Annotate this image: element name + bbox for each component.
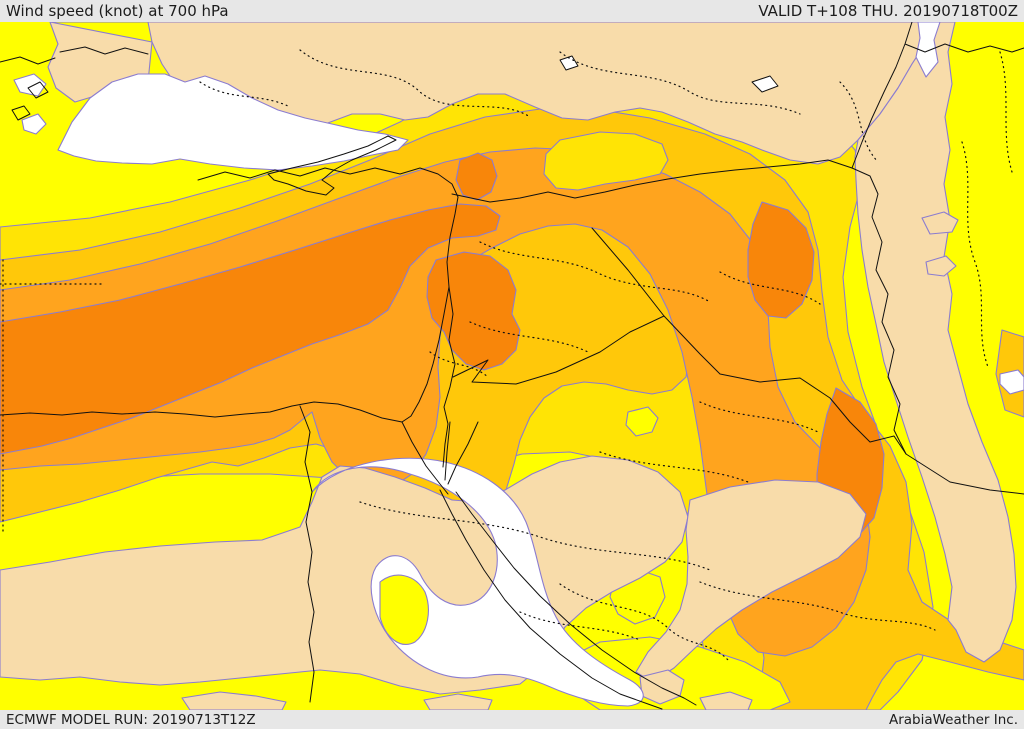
band-dark-orange-iraq-upper-blob [747, 201, 815, 319]
border-turkey-caucasus [851, 22, 1024, 169]
cream-blob-iraq-2 [925, 255, 957, 277]
dotted-iraq-1 [719, 271, 821, 305]
dotted-turkey-3 [199, 81, 291, 108]
cream-blob-bottom-2 [423, 693, 493, 710]
dotted-turkey-2 [559, 51, 801, 115]
dotted-syria-desert-1 [479, 241, 711, 303]
calm-white-aegean-1 [13, 73, 47, 97]
dotted-saudi-3 [699, 581, 936, 631]
pocket-yellow-gold-se-turkey [543, 131, 669, 191]
header-bar: Wind speed (knot) at 700 hPa VALID T+108… [0, 0, 1024, 22]
dotted-turkey-1 [299, 49, 531, 118]
coast-gulf-of-suez [401, 421, 449, 495]
cream-blob-iraq-1 [921, 211, 959, 235]
band-dark-orange-jet-core [0, 203, 501, 455]
coast-levant-egypt [0, 167, 459, 423]
island-1 [27, 81, 49, 99]
footer-bar: ECMWF MODEL RUN: 20190713T12Z ArabiaWeat… [0, 710, 1024, 729]
border-syria-iraq-saudi [591, 227, 907, 455]
model-run-label: ECMWF MODEL RUN: 20190713T12Z [6, 711, 256, 728]
coast-gulf-of-aqaba [447, 421, 479, 485]
border-turkey-syria-iran [451, 159, 1024, 495]
border-jordan-saudi-zigzag [452, 315, 665, 385]
island-cyprus [267, 135, 397, 196]
band-dark-orange-levant-blob [426, 251, 521, 371]
coast-red-sea-east [455, 491, 697, 706]
contour-fill-bands [0, 22, 1024, 710]
dotted-iran-1 [961, 141, 989, 368]
calm-white-aegean-2 [21, 113, 47, 135]
band-cream-north-saudi-lobe [635, 479, 867, 683]
map-title: Wind speed (knot) at 700 hPa [6, 2, 229, 20]
coastlines-and-borders [0, 22, 1024, 710]
band-cream-zagros [854, 22, 1017, 663]
dotted-iran-2 [999, 51, 1013, 173]
pocket-yellow-jordan-small [625, 406, 659, 437]
dotted-admin-lines [0, 49, 1013, 663]
coast-aegean-squiggles [0, 46, 149, 65]
valid-time-label: VALID T+108 THU. 20190718T00Z [758, 2, 1018, 20]
calm-white-redsea-saudi [311, 457, 644, 707]
border-israel-egypt [444, 421, 451, 481]
pocket-yellow-inside-white [379, 574, 429, 645]
brand-label: ArabiaWeather Inc. [888, 711, 1018, 728]
border-jordan-valley [442, 286, 456, 468]
island-2 [11, 105, 31, 121]
dotted-egypt-south [559, 583, 731, 663]
cream-blob-bottom-1 [181, 691, 287, 710]
dotted-turkey-east [839, 81, 879, 163]
calm-white-turkey-band [57, 73, 409, 171]
coast-red-sea-west [439, 489, 663, 710]
lake-van [751, 75, 779, 93]
dotted-saudi-4 [519, 611, 641, 641]
calm-white-iran-edge [999, 369, 1024, 395]
wind-speed-contour-map [0, 22, 1024, 710]
calm-white-caucasus [915, 22, 941, 78]
band-dark-orange-syria-blob [455, 152, 498, 201]
dotted-saudi-1 [359, 501, 711, 571]
dotted-saudi-2 [599, 451, 749, 483]
river-nile [299, 405, 315, 703]
cream-blob-se-2 [699, 691, 753, 710]
dotted-sinai [429, 351, 489, 378]
band-cream-turkey [47, 22, 931, 165]
